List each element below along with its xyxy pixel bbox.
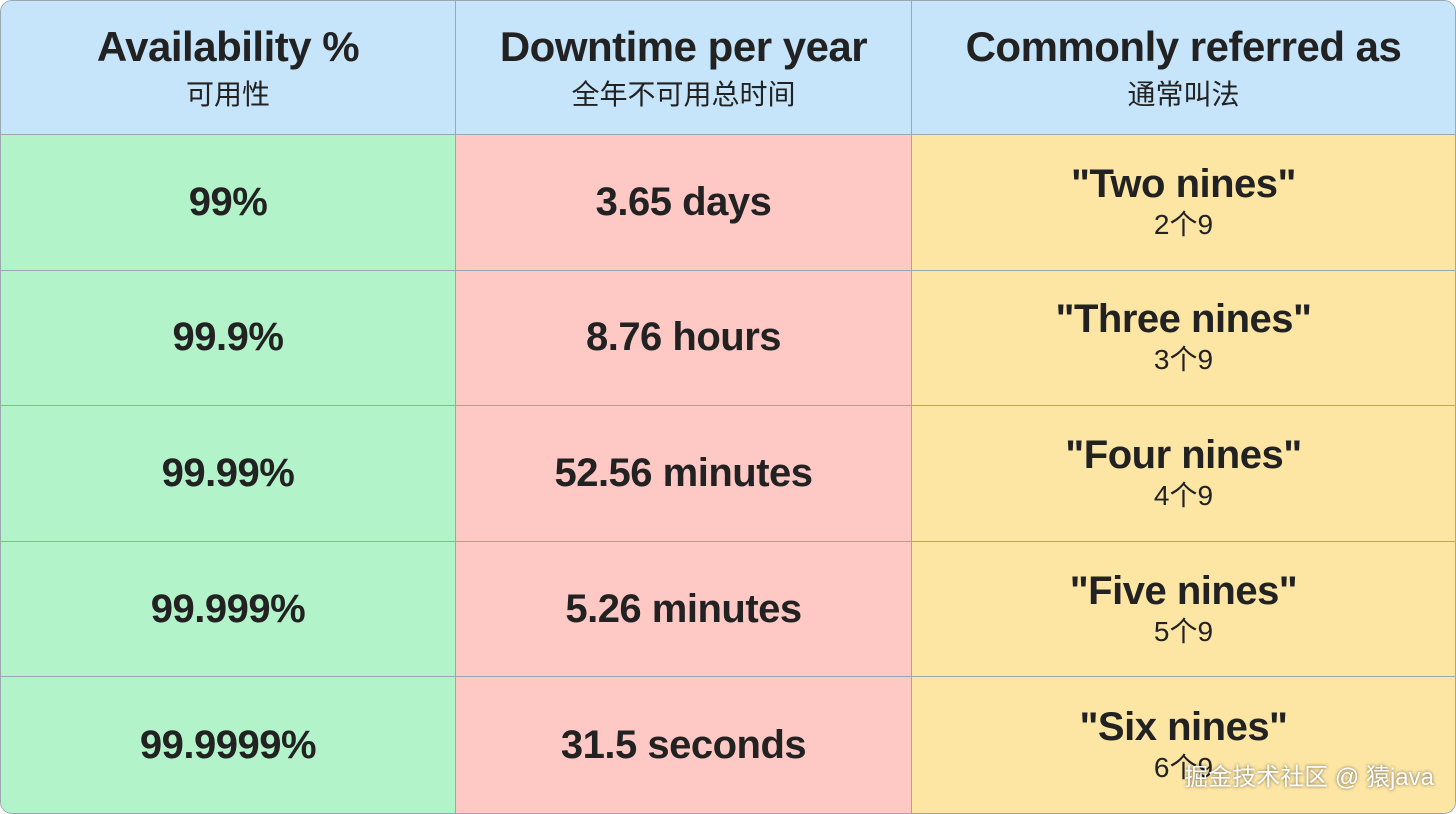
- cell-note: 5个9: [1153, 615, 1214, 647]
- cell-name: "Six nines": [1079, 704, 1288, 749]
- header-title: Availability %: [96, 22, 360, 70]
- header-subtitle: 可用性: [185, 78, 270, 110]
- cell-value: 31.5 seconds: [560, 722, 807, 767]
- table-cell: "Five nines" 5个9: [912, 541, 1455, 678]
- cell-value: 8.76 hours: [585, 315, 782, 360]
- cell-note: 3个9: [1153, 344, 1214, 376]
- cell-value: 99%: [188, 179, 268, 224]
- table-cell: "Two nines" 2个9: [912, 135, 1455, 271]
- cell-value: 52.56 minutes: [554, 450, 813, 495]
- cell-name: "Four nines": [1065, 432, 1302, 477]
- table-cell: 31.5 seconds: [456, 677, 912, 813]
- table-cell: "Three nines" 3个9: [912, 270, 1455, 407]
- header-title: Commonly referred as: [965, 22, 1402, 70]
- table-cell: 52.56 minutes: [456, 406, 912, 542]
- cell-value: 3.65 days: [595, 179, 772, 224]
- cell-name: "Three nines": [1055, 297, 1312, 342]
- header-subtitle: 全年不可用总时间: [571, 78, 796, 110]
- cell-value: 5.26 minutes: [565, 586, 802, 631]
- table-cell: 99.999%: [1, 541, 456, 678]
- table-cell: 99.9999%: [1, 677, 456, 813]
- cell-name: "Five nines": [1069, 568, 1298, 613]
- table-cell: 99.99%: [1, 406, 456, 542]
- cell-value: 99.9%: [172, 315, 284, 360]
- cell-note: 2个9: [1153, 208, 1214, 240]
- table-cell: 99.9%: [1, 270, 456, 407]
- cell-value: 99.99%: [161, 450, 295, 495]
- cell-value: 99.999%: [150, 586, 306, 631]
- cell-note: 6个9: [1153, 751, 1214, 783]
- header-title: Downtime per year: [499, 22, 868, 70]
- cell-value: 99.9999%: [139, 722, 317, 767]
- header-cell: Downtime per year 全年不可用总时间: [456, 1, 912, 135]
- watermark: 掘金技术社区 @ 猿java: [1184, 764, 1434, 791]
- table-cell: 8.76 hours: [456, 270, 912, 407]
- header-subtitle: 通常叫法: [1127, 78, 1240, 110]
- cell-name: "Two nines": [1070, 161, 1297, 206]
- table-cell: 3.65 days: [456, 135, 912, 271]
- table-cell: "Four nines" 4个9: [912, 406, 1455, 542]
- table-cell: 5.26 minutes: [456, 541, 912, 678]
- table-cell: "Six nines" 6个9: [912, 677, 1455, 813]
- header-cell: Commonly referred as 通常叫法: [912, 1, 1455, 135]
- cell-note: 4个9: [1153, 479, 1214, 511]
- table-cell: 99%: [1, 135, 456, 271]
- header-cell: Availability % 可用性: [1, 1, 456, 135]
